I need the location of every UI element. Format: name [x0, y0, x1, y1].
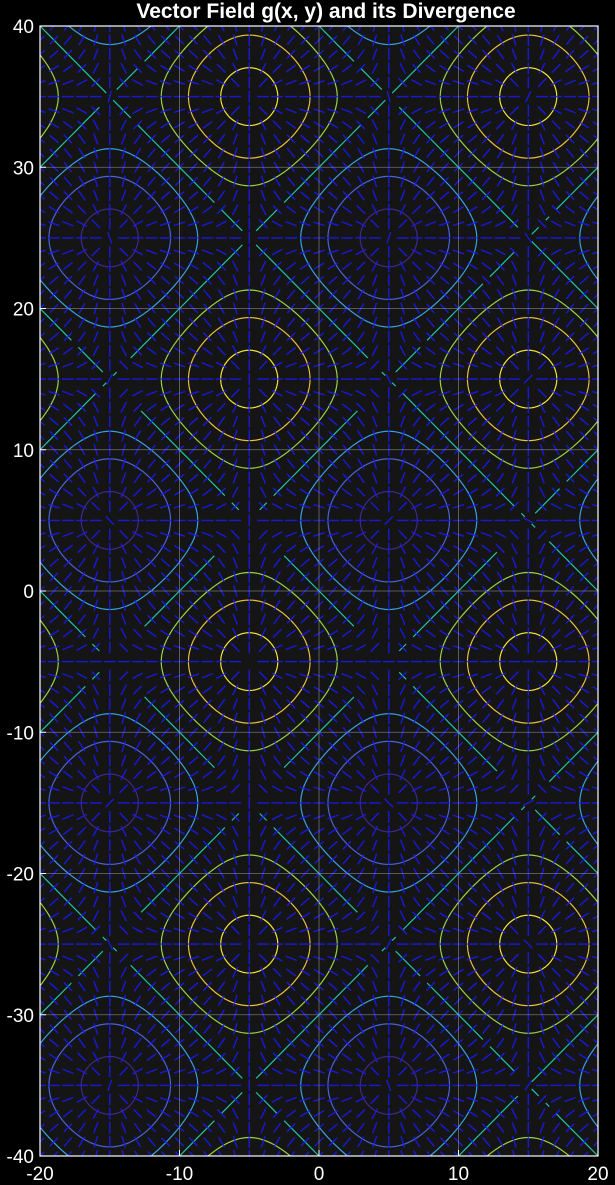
- y-tick-label: 20: [13, 300, 34, 321]
- contour-level-1: [48, 175, 451, 1148]
- y-tick-label: 10: [13, 441, 34, 462]
- contour-level-0: [80, 208, 418, 1115]
- x-tick-label: -20: [26, 1164, 53, 1185]
- y-tick-label: -20: [7, 865, 34, 886]
- x-tick-label: 10: [448, 1164, 469, 1185]
- y-tick-label: -30: [7, 1006, 34, 1027]
- x-tick-label: 20: [587, 1164, 608, 1185]
- y-tick-label: -40: [7, 1147, 34, 1168]
- y-tick-label: 0: [23, 582, 34, 603]
- y-tick-label: -10: [7, 723, 34, 744]
- contour-level-5: [187, 34, 590, 1007]
- quiver-arrows: [40, 26, 598, 1156]
- y-tick-label: 40: [13, 17, 34, 38]
- x-tick-label: 0: [314, 1164, 325, 1185]
- plot-area: [40, 26, 598, 1156]
- y-tick-label: 30: [13, 158, 34, 179]
- contour-level-6: [220, 67, 558, 974]
- chart-title: Vector Field g(x, y) and its Divergence: [136, 0, 516, 23]
- contour-level-4: [40, 26, 598, 1156]
- x-tick-label: -10: [166, 1164, 193, 1185]
- contour-level-2: [40, 26, 598, 1156]
